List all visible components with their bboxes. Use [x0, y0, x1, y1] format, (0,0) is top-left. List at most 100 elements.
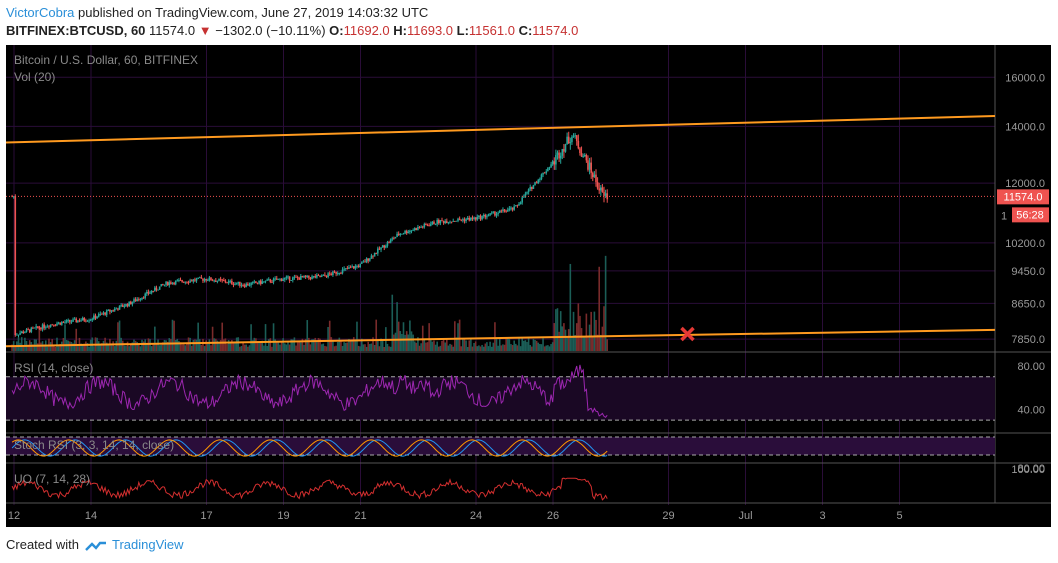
volume-bar	[369, 344, 371, 351]
candle-body	[126, 303, 129, 307]
volume-bar	[85, 341, 87, 351]
volume-bar	[482, 346, 485, 351]
volume-bar	[22, 345, 25, 351]
candle-body	[170, 282, 172, 284]
author-link[interactable]: VictorCobra	[6, 5, 75, 20]
volume-bar	[364, 344, 366, 351]
volume-bar	[559, 311, 562, 351]
volume-bar	[112, 341, 114, 351]
volume-bar	[158, 345, 161, 351]
candle-body	[388, 242, 390, 243]
volume-bar	[460, 346, 463, 351]
candle-body	[61, 322, 63, 325]
candle-body	[516, 205, 519, 207]
candle-body	[577, 140, 580, 149]
candle-body	[205, 279, 207, 281]
open-value: 11692.0	[343, 23, 390, 38]
volume-bar	[518, 338, 520, 351]
volume-bar	[300, 342, 302, 351]
candle-body	[572, 136, 575, 138]
candle-body	[109, 309, 111, 312]
candle-body	[377, 248, 379, 254]
candle-body	[415, 228, 418, 231]
volume-bar	[264, 324, 267, 351]
candle-body	[144, 293, 147, 298]
volume-bar	[64, 324, 66, 351]
volume-bar	[521, 337, 523, 351]
candle-body	[296, 277, 299, 278]
volume-bar	[43, 344, 45, 351]
volume-bar	[591, 336, 594, 351]
candle-body	[131, 302, 134, 305]
volume-bar	[474, 341, 477, 351]
candle-body	[133, 299, 135, 303]
candle-body	[52, 324, 55, 326]
volume-bar	[343, 342, 345, 351]
volume-bar	[57, 346, 60, 351]
volume-bar	[280, 341, 283, 351]
candle-body	[354, 266, 357, 269]
volume-bar	[484, 343, 487, 351]
candle-body	[457, 218, 459, 221]
candle-body	[259, 280, 262, 284]
volume-bar	[52, 346, 55, 351]
candle-body	[121, 305, 124, 307]
candle-body	[383, 245, 386, 248]
x-tick-label: 26	[547, 510, 559, 522]
candle-body	[531, 187, 533, 189]
candle-body	[280, 278, 283, 281]
candle-body	[160, 284, 163, 287]
candle-body	[93, 315, 95, 320]
volume-bar	[418, 345, 421, 351]
volume-bar	[311, 339, 313, 351]
chart-canvas[interactable]: 12 14 17 19 21 24 26 29 Jul 3 5 16000.0 14000.0 12000…	[0, 45, 1058, 527]
volume-bar	[129, 343, 132, 351]
price-change: −1302.0 (−10.11%)	[215, 23, 326, 38]
volume-bar	[455, 337, 458, 351]
last-price-tag-text: 11574.0	[1004, 191, 1043, 203]
volume-bar	[125, 345, 127, 351]
volume-bar	[407, 334, 410, 351]
candle-body	[12, 196, 15, 198]
volume-bar	[165, 340, 167, 351]
volume-bar	[551, 342, 554, 351]
candle-body	[391, 238, 394, 240]
candle-body	[243, 285, 246, 287]
volume-bar	[181, 344, 183, 351]
volume-bar	[434, 344, 437, 351]
candle-body	[155, 287, 158, 290]
candle-body	[176, 280, 179, 282]
candle-body	[208, 277, 211, 281]
candle-body	[324, 274, 326, 276]
volume-bar	[24, 337, 26, 351]
publish-header: VictorCobra published on TradingView.com…	[6, 4, 578, 40]
candle-body	[571, 136, 573, 143]
volume-bar	[367, 341, 369, 351]
volume-bar	[396, 302, 398, 351]
volume-bar	[452, 346, 455, 351]
candle-body	[97, 314, 100, 317]
volume-bar	[296, 342, 299, 351]
volume-bar	[351, 340, 353, 351]
candle-body	[539, 179, 541, 181]
candle-body	[540, 174, 543, 180]
volume-bar	[142, 341, 145, 351]
candle-body	[142, 297, 145, 299]
volume-bar	[179, 342, 182, 351]
volume-bar	[590, 311, 592, 351]
candle-body	[595, 174, 597, 183]
candle-body	[94, 315, 97, 319]
volume-bar	[126, 341, 129, 351]
tradingview-link[interactable]: TradingView	[112, 537, 184, 552]
high-value: 11693.0	[406, 23, 454, 38]
volume-bar	[75, 328, 78, 351]
candle-body	[575, 135, 578, 141]
candle-body	[62, 322, 65, 324]
candle-body	[574, 135, 576, 137]
candle-body	[120, 305, 122, 306]
x-tick-label: 21	[354, 510, 366, 522]
candle-body	[267, 279, 270, 281]
candle-body	[141, 297, 143, 300]
volume-bar	[423, 339, 426, 351]
volume-bar	[349, 339, 352, 351]
